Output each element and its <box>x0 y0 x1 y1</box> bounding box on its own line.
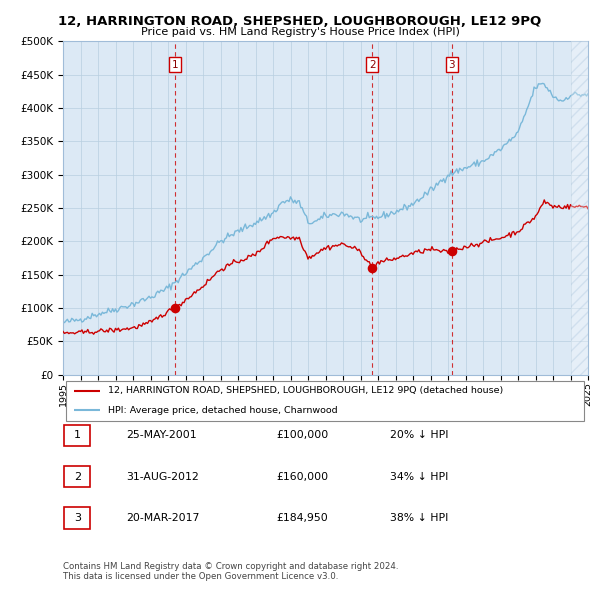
FancyBboxPatch shape <box>64 507 91 529</box>
Text: 2: 2 <box>369 60 376 70</box>
Text: 20% ↓ HPI: 20% ↓ HPI <box>390 431 449 440</box>
Point <box>447 247 457 256</box>
Text: 2: 2 <box>74 472 81 481</box>
Text: 3: 3 <box>448 60 455 70</box>
Text: 38% ↓ HPI: 38% ↓ HPI <box>390 513 448 523</box>
Text: 1: 1 <box>172 60 178 70</box>
Point <box>367 263 377 273</box>
Text: 20-MAR-2017: 20-MAR-2017 <box>126 513 199 523</box>
FancyBboxPatch shape <box>64 425 91 446</box>
Text: 1: 1 <box>74 431 81 440</box>
Text: 34% ↓ HPI: 34% ↓ HPI <box>390 472 448 481</box>
FancyBboxPatch shape <box>64 466 91 487</box>
Text: 3: 3 <box>74 513 81 523</box>
Text: 12, HARRINGTON ROAD, SHEPSHED, LOUGHBOROUGH, LE12 9PQ: 12, HARRINGTON ROAD, SHEPSHED, LOUGHBORO… <box>58 15 542 28</box>
Text: HPI: Average price, detached house, Charnwood: HPI: Average price, detached house, Char… <box>107 406 337 415</box>
Text: Contains HM Land Registry data © Crown copyright and database right 2024.
This d: Contains HM Land Registry data © Crown c… <box>63 562 398 581</box>
Text: 12, HARRINGTON ROAD, SHEPSHED, LOUGHBOROUGH, LE12 9PQ (detached house): 12, HARRINGTON ROAD, SHEPSHED, LOUGHBORO… <box>107 386 503 395</box>
Text: 25-MAY-2001: 25-MAY-2001 <box>126 431 197 440</box>
Text: 31-AUG-2012: 31-AUG-2012 <box>126 472 199 481</box>
Point <box>170 303 180 313</box>
FancyBboxPatch shape <box>65 381 584 421</box>
Text: Price paid vs. HM Land Registry's House Price Index (HPI): Price paid vs. HM Land Registry's House … <box>140 27 460 37</box>
Text: £184,950: £184,950 <box>276 513 328 523</box>
Text: £100,000: £100,000 <box>276 431 328 440</box>
Text: £160,000: £160,000 <box>276 472 328 481</box>
